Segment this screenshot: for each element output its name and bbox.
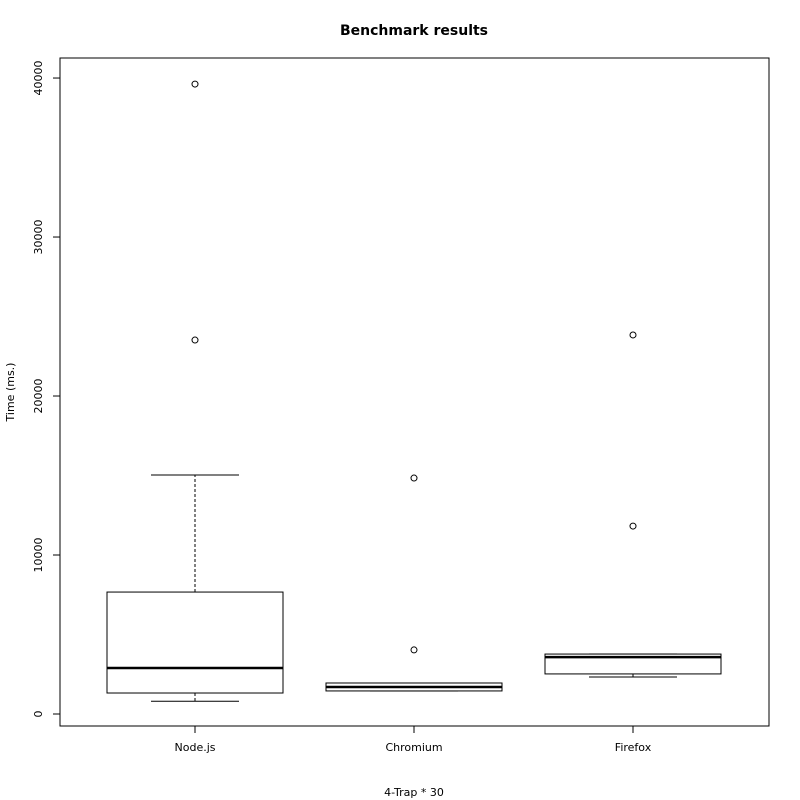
y-tick-label: 30000	[32, 220, 45, 255]
x-axis-label: 4-Trap * 30	[384, 786, 444, 799]
y-tick-label: 10000	[32, 538, 45, 573]
box	[106, 591, 284, 694]
outlier	[410, 646, 418, 654]
y-tick-label: 40000	[32, 61, 45, 96]
y-tick-label: 20000	[32, 379, 45, 414]
x-tick-label: Node.js	[175, 741, 216, 754]
outlier	[629, 331, 637, 339]
outlier	[629, 522, 637, 530]
y-axis-label: Time (ms.)	[4, 363, 17, 423]
outlier	[410, 474, 418, 482]
x-tick-label: Firefox	[615, 741, 652, 754]
outlier	[191, 336, 199, 344]
box	[544, 653, 722, 675]
chart-title: Benchmark results	[340, 23, 488, 39]
outlier	[191, 80, 199, 88]
x-tick-label: Chromium	[385, 741, 442, 754]
y-tick-label: 0	[32, 710, 45, 717]
